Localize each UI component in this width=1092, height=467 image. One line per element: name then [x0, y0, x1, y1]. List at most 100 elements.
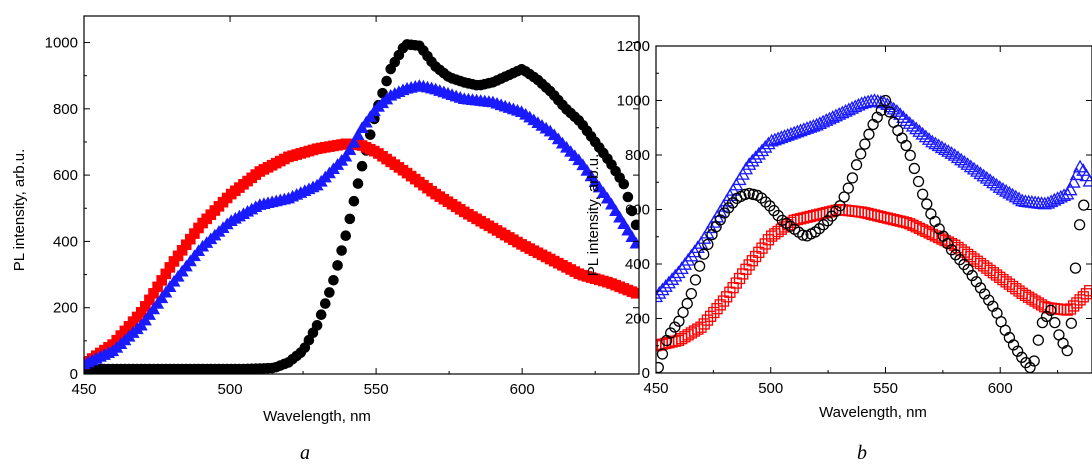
data-point-square: [717, 295, 730, 307]
data-point-circle: [336, 245, 347, 256]
data-point-square: [1071, 297, 1083, 309]
data-point-triangle: [1044, 194, 1059, 208]
data-point-triangle: [986, 175, 1001, 189]
data-point-circle: [912, 175, 925, 188]
chart-a-y-tick-label: 1000: [45, 35, 78, 52]
chart-a-plot-area: [84, 39, 639, 374]
data-point-triangle: [880, 97, 895, 110]
chart-a-y-tick-label: 200: [53, 300, 78, 317]
data-point-square: [1013, 285, 1025, 297]
data-point-triangle: [799, 121, 815, 134]
chart-b-y-tick-label: 800: [625, 147, 650, 164]
data-point-triangle: [928, 136, 943, 150]
data-point-circle: [1003, 331, 1016, 344]
chart-b-y-tick-label: 1000: [617, 93, 650, 110]
data-point-triangle: [915, 126, 930, 140]
data-point-circle: [908, 162, 921, 175]
chart-a-x-axis-title: Wavelength, nm: [263, 408, 371, 425]
data-point-circle: [978, 288, 991, 300]
data-point-circle: [904, 149, 916, 162]
data-point-circle: [656, 348, 669, 360]
chart-a-x-tick-label: 450: [71, 381, 96, 398]
data-point-circle: [859, 138, 871, 150]
data-point-triangle: [777, 129, 792, 142]
chart-b-x-tick-label: 550: [873, 380, 898, 397]
chart-a-y-tick-label: 400: [53, 233, 78, 250]
data-point-square: [846, 205, 858, 217]
data-point-triangle: [954, 152, 969, 166]
chart-a-x-tick-label: 550: [364, 381, 389, 398]
data-point-circle: [863, 128, 875, 140]
chart-a-y-tick-label: 0: [70, 366, 78, 383]
chart-a-x-tick-label: 600: [510, 381, 535, 398]
data-point-square: [1061, 304, 1073, 316]
data-point-triangle: [796, 122, 811, 136]
chart-a-marks: [84, 39, 639, 374]
data-point-square: [743, 259, 755, 271]
data-point-square: [714, 299, 726, 311]
data-point-triangle: [822, 111, 837, 125]
data-point-circle: [850, 159, 863, 171]
data-point-triangle: [656, 282, 670, 296]
data-point-square: [679, 331, 691, 343]
data-point-triangle: [844, 100, 860, 114]
chart-b-y-tick-label: 400: [625, 256, 650, 273]
data-point-triangle: [1047, 192, 1062, 206]
data-point-triangle: [339, 149, 353, 162]
data-point-circle: [883, 106, 896, 118]
data-point-square: [746, 255, 759, 267]
data-point-triangle: [1053, 189, 1068, 203]
data-point-square: [849, 205, 861, 218]
data-point-triangle: [1002, 185, 1017, 199]
data-point-triangle: [343, 143, 357, 156]
data-point-circle: [344, 213, 356, 225]
data-point-triangle: [809, 117, 824, 131]
data-point-triangle: [668, 268, 683, 282]
data-point-circle: [689, 274, 702, 286]
chart-b-axes: 450 500 550 600 0 200 400 600 800 1000 1200: [617, 38, 1092, 397]
chart-b-y-axis-title: PL intensity, arb.u.: [585, 154, 602, 277]
data-point-circle: [630, 219, 639, 231]
data-point-circle: [875, 104, 887, 116]
chart-b-x-tick-label: 600: [988, 380, 1013, 397]
data-point-triangle: [950, 150, 966, 164]
data-point-square: [1051, 303, 1064, 315]
chart-b-x-tick-label: 500: [758, 380, 783, 397]
data-point-triangle: [896, 110, 911, 123]
chart-b-x-axis-title: Wavelength, nm: [819, 404, 927, 421]
data-point-triangle: [912, 124, 927, 137]
chart-b-x-tick-label: 450: [643, 380, 668, 397]
data-point-triangle: [658, 279, 673, 292]
data-point-circle: [755, 192, 768, 204]
data-point-circle: [622, 191, 634, 203]
panel-label-b: b: [857, 442, 867, 464]
data-point-triangle: [957, 154, 972, 168]
data-point-circle: [966, 269, 978, 282]
data-point-triangle: [671, 265, 686, 279]
data-point-circle: [681, 297, 693, 310]
data-point-triangle: [761, 136, 776, 150]
data-point-square: [676, 333, 688, 345]
data-point-triangle: [690, 240, 705, 254]
data-point-circle: [929, 215, 941, 228]
data-point-triangle: [1008, 189, 1023, 203]
data-point-circle: [925, 208, 937, 220]
data-point-triangle: [664, 272, 680, 285]
chart-b-y-tick-label: 0: [642, 365, 650, 382]
data-point-triangle: [687, 244, 702, 258]
data-point-square: [945, 237, 958, 250]
data-point-triangle: [970, 164, 985, 177]
data-point-square: [1080, 288, 1092, 300]
data-point-triangle: [656, 289, 664, 303]
data-point-square: [762, 234, 775, 246]
data-point-circle: [626, 205, 638, 217]
data-point-triangle: [979, 170, 995, 184]
data-point-triangle: [793, 123, 808, 137]
data-point-circle: [1012, 345, 1024, 357]
data-point-circle: [1036, 316, 1049, 329]
data-point-triangle: [787, 125, 802, 139]
data-point-circle: [900, 139, 912, 152]
data-point-circle: [1032, 334, 1044, 346]
data-point-triangle: [918, 129, 933, 143]
